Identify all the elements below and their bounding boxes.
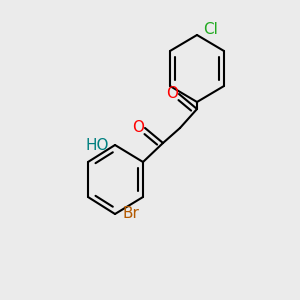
- Text: Cl: Cl: [204, 22, 218, 38]
- Text: O: O: [166, 86, 178, 101]
- Text: HO: HO: [85, 137, 109, 152]
- Text: O: O: [132, 121, 144, 136]
- Text: Br: Br: [123, 206, 140, 221]
